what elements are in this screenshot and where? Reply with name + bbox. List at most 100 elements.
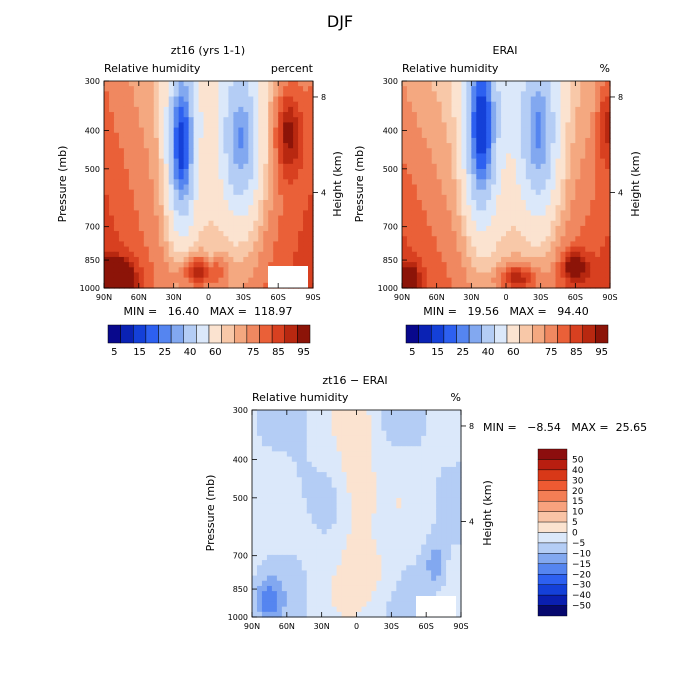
field-cell	[466, 210, 472, 217]
field-cell	[510, 220, 517, 227]
field-cell	[291, 549, 298, 556]
field-cell	[293, 220, 299, 227]
field-cell	[104, 200, 110, 206]
field-cell	[446, 220, 453, 227]
field-cell	[351, 430, 358, 437]
field-cell	[346, 539, 353, 546]
field-cell	[321, 451, 328, 458]
field-cell	[600, 86, 606, 92]
field-cell	[496, 220, 502, 227]
field-cell	[198, 101, 205, 108]
field-cell	[376, 529, 382, 535]
field-cell	[590, 282, 596, 289]
field-cell	[208, 225, 215, 232]
field-cell	[510, 231, 517, 237]
field-cell	[143, 127, 150, 134]
field-cell	[283, 194, 289, 201]
field-cell	[218, 277, 225, 284]
field-cell	[411, 487, 417, 494]
field-cell	[401, 456, 407, 463]
field-cell	[520, 143, 527, 149]
field-cell	[271, 503, 278, 509]
field-cell	[276, 508, 283, 515]
field-cell	[416, 554, 422, 561]
field-cell	[228, 205, 234, 211]
field-cell	[381, 560, 387, 566]
field-cell	[104, 236, 110, 243]
field-cell	[143, 267, 150, 274]
field-cell	[253, 96, 259, 103]
field-cell	[252, 580, 258, 587]
x-tick-label: 30N	[463, 293, 479, 302]
field-cell	[316, 544, 323, 551]
field-cell	[298, 168, 304, 175]
field-cell	[506, 127, 512, 134]
field-cell	[208, 205, 215, 211]
field-cell	[366, 472, 373, 478]
field-cell	[252, 513, 258, 520]
field-cell	[426, 158, 433, 165]
field-cell	[481, 81, 487, 87]
field-cell	[361, 503, 368, 509]
field-cell	[326, 549, 333, 556]
field-cell	[426, 231, 433, 237]
field-cell	[296, 425, 303, 432]
field-cell	[228, 210, 234, 217]
field-cell	[366, 513, 373, 520]
field-cell	[595, 184, 601, 191]
field-cell	[238, 241, 244, 248]
field-cell	[416, 241, 423, 248]
field-cell	[308, 282, 314, 289]
colorbar-swatch	[221, 324, 235, 344]
field-cell	[238, 215, 244, 222]
field-cell	[351, 565, 358, 572]
field-cell	[361, 549, 368, 556]
field-cell	[411, 461, 417, 468]
field-cell	[223, 282, 230, 289]
field-cell	[451, 513, 457, 520]
field-cell	[223, 137, 230, 144]
field-cell	[371, 575, 378, 582]
field-cell	[406, 106, 413, 113]
field-cell	[153, 143, 160, 149]
field-cell	[446, 117, 453, 123]
field-cell	[104, 148, 110, 155]
field-cell	[208, 158, 215, 165]
field-cell	[108, 215, 115, 222]
field-cell	[600, 215, 606, 222]
field-cell	[286, 430, 293, 437]
field-cell	[133, 210, 140, 217]
field-cell	[271, 565, 278, 572]
field-cell	[263, 168, 269, 175]
field-cell	[471, 241, 477, 248]
field-cell	[138, 225, 145, 232]
field-cell	[540, 225, 547, 232]
field-cell	[218, 189, 225, 196]
field-cell	[496, 184, 502, 191]
field-cell	[545, 262, 552, 268]
field-cell	[108, 277, 115, 284]
field-cell	[341, 456, 348, 463]
field-cell	[266, 497, 273, 504]
field-cell	[291, 497, 298, 504]
field-cell	[476, 132, 482, 139]
field-cell	[303, 210, 309, 217]
field-cell	[446, 435, 452, 442]
field-cell	[203, 91, 210, 98]
field-cell	[268, 127, 274, 134]
field-cell	[301, 570, 308, 577]
field-cell	[163, 174, 170, 180]
field-cell	[446, 106, 453, 113]
field-cell	[446, 570, 452, 577]
field-cell	[416, 420, 422, 427]
field-cell	[203, 215, 210, 222]
field-cell	[223, 91, 230, 98]
field-cell	[178, 251, 185, 258]
field-cell	[446, 539, 452, 546]
field-cell	[261, 497, 268, 504]
field-cell	[406, 112, 413, 118]
field-cell	[104, 194, 110, 201]
field-cell	[520, 132, 527, 139]
field-cell	[108, 122, 115, 129]
field-cell	[208, 137, 215, 144]
